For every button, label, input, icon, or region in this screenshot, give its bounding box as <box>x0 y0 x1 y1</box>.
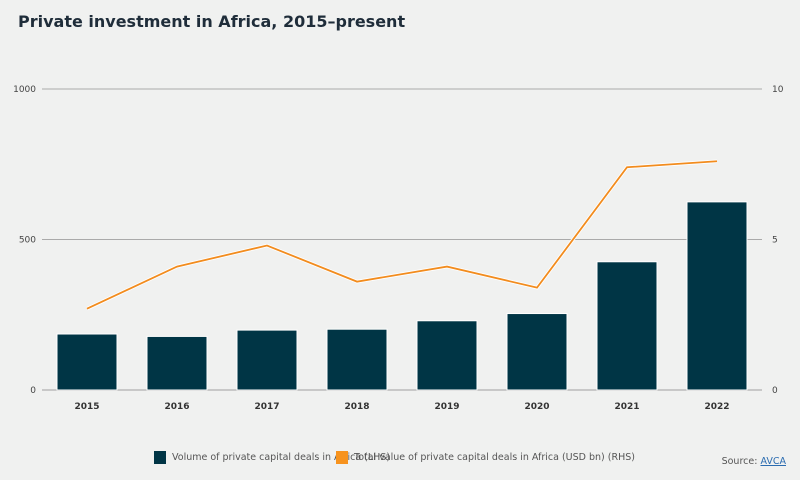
bar <box>56 333 118 391</box>
x-tick-label: 2015 <box>74 402 99 412</box>
series-line <box>86 160 718 310</box>
y-right-tick-label: 10 <box>772 85 784 95</box>
source-link[interactable]: AVCA <box>760 456 786 467</box>
legend-label-volume: Volume of private capital deals in Afric… <box>172 452 391 463</box>
x-tick-label: 2021 <box>614 402 639 412</box>
y-right-tick-label: 5 <box>772 236 778 246</box>
bar <box>686 201 748 391</box>
legend-swatch-value <box>336 451 348 464</box>
y-left-tick-label: 500 <box>19 236 36 246</box>
bar <box>596 261 658 391</box>
x-tick-label: 2016 <box>164 402 189 412</box>
bar <box>146 335 208 391</box>
y-left-tick-label: 0 <box>30 386 36 396</box>
legend-label-value: Total value of private capital deals in … <box>354 452 635 463</box>
x-tick-label: 2017 <box>254 402 279 412</box>
bar <box>416 320 478 391</box>
y-right-tick-label: 0 <box>772 386 778 396</box>
source-label: Source: <box>721 456 758 467</box>
source-note: Source: AVCA <box>722 456 786 467</box>
bar <box>326 328 388 391</box>
bar <box>236 329 298 391</box>
legend-swatch-volume <box>154 451 166 464</box>
x-tick-label: 2020 <box>524 402 549 412</box>
bar <box>506 313 568 391</box>
x-tick-label: 2018 <box>344 402 369 412</box>
legend-item-value: Total value of private capital deals in … <box>336 451 635 464</box>
legend-item-volume: Volume of private capital deals in Afric… <box>154 451 390 464</box>
chart-title: Private investment in Africa, 2015–prese… <box>18 12 406 31</box>
x-tick-label: 2019 <box>434 402 459 412</box>
x-tick-label: 2022 <box>704 402 729 412</box>
y-left-tick-label: 1000 <box>13 85 36 95</box>
